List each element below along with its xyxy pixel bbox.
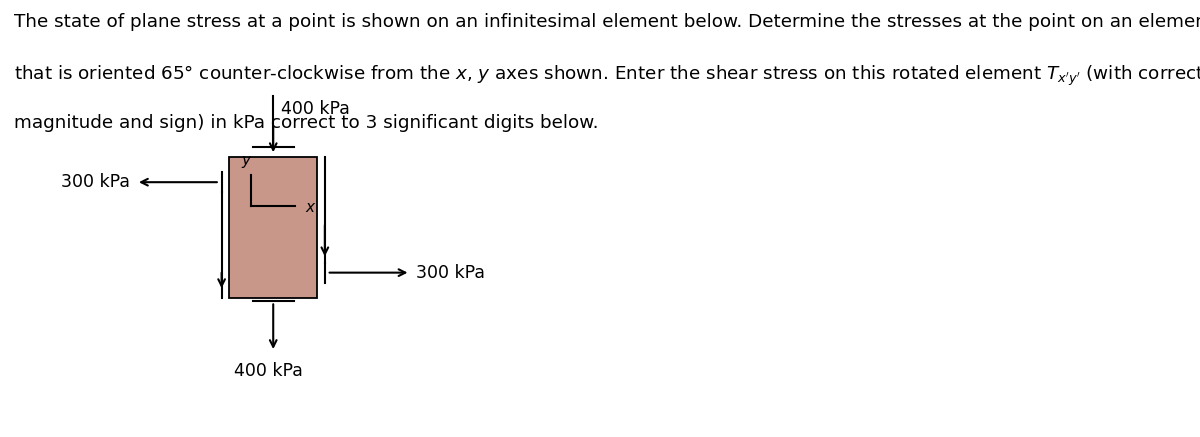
Text: 400 kPa: 400 kPa (281, 100, 349, 118)
Text: magnitude and sign) in kPa correct to 3 significant digits below.: magnitude and sign) in kPa correct to 3 … (14, 114, 599, 132)
Text: 400 kPa: 400 kPa (234, 362, 304, 380)
Text: The state of plane stress at a point is shown on an infinitesimal element below.: The state of plane stress at a point is … (14, 13, 1200, 31)
Text: 300 kPa: 300 kPa (61, 173, 131, 191)
Text: $x$: $x$ (305, 201, 316, 215)
Text: $y$: $y$ (241, 154, 252, 170)
Text: 300 kPa: 300 kPa (416, 264, 485, 281)
Bar (229, 157, 317, 298)
Text: that is oriented 65° counter-clockwise from the $x$, $y$ axes shown. Enter the s: that is oriented 65° counter-clockwise f… (14, 63, 1200, 87)
